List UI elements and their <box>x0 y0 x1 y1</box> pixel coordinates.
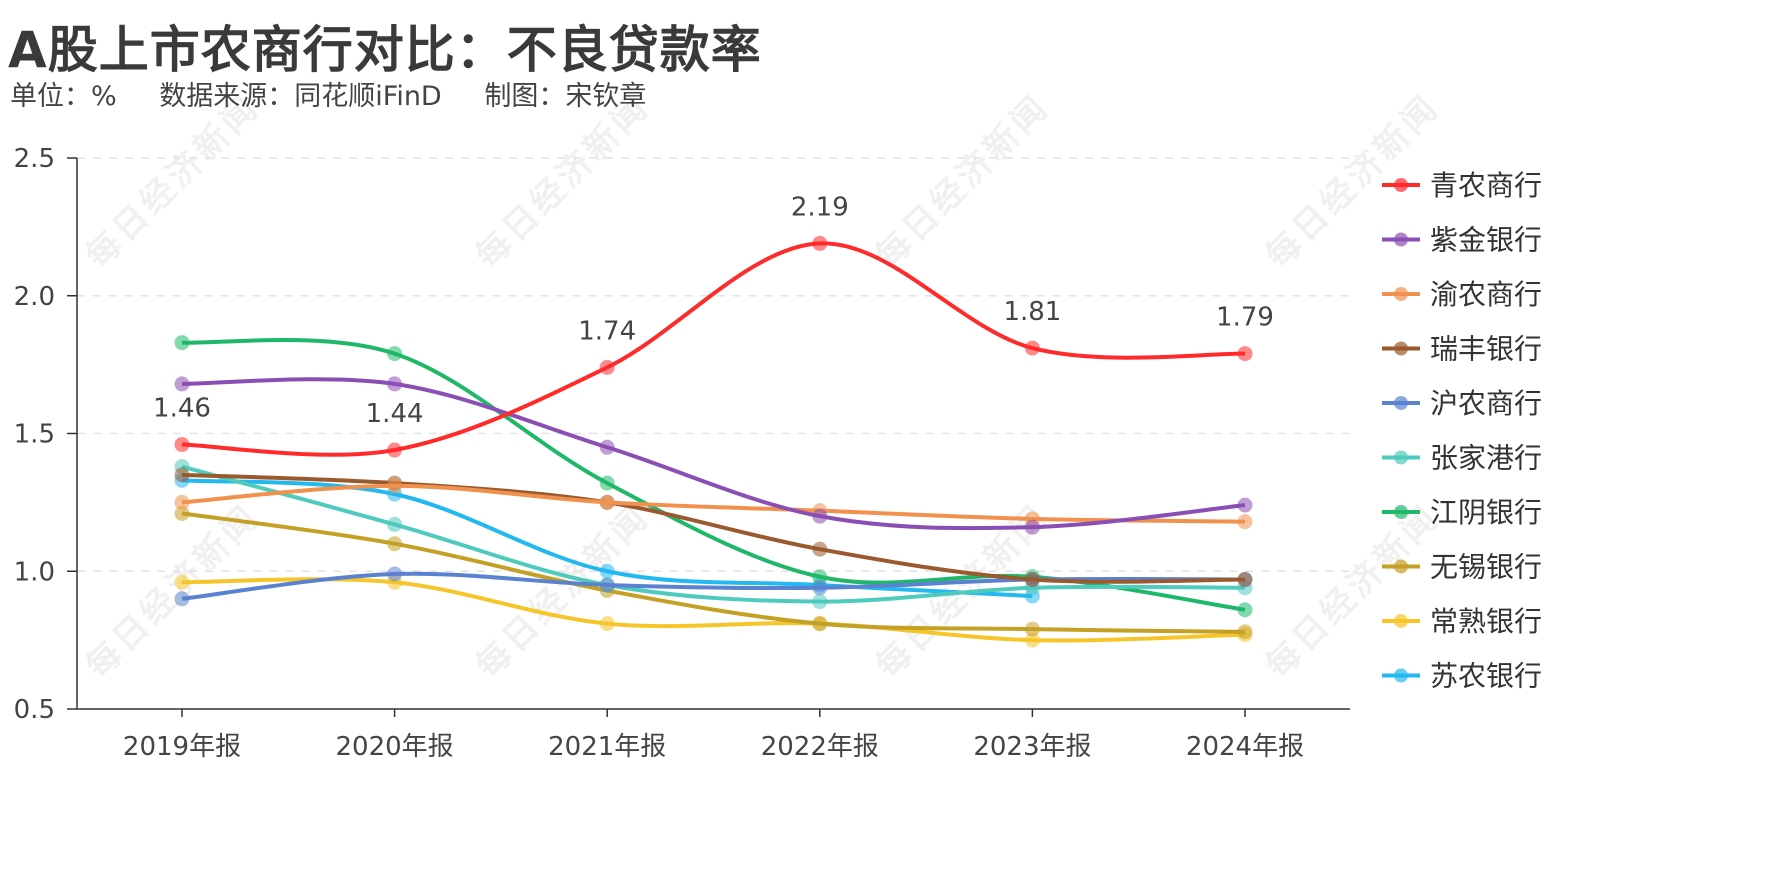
legend-label: 张家港行 <box>1430 442 1542 475</box>
data-point <box>1237 624 1253 640</box>
legend-label: 苏农银行 <box>1430 660 1542 693</box>
data-point <box>1024 340 1040 356</box>
data-point <box>812 580 828 596</box>
data-point <box>812 569 828 585</box>
legend-label: 渝农商行 <box>1430 278 1542 311</box>
legend-label: 江阴银行 <box>1430 496 1542 529</box>
legend-label: 青农商行 <box>1430 169 1542 202</box>
watermark: 每日经济新闻 <box>468 87 658 277</box>
x-tick-label: 2022年报 <box>761 732 879 762</box>
data-point <box>174 335 190 351</box>
data-point <box>599 359 615 375</box>
series-line-2 <box>181 377 1246 531</box>
author-label: 制图：宋钦章 <box>484 81 647 112</box>
data-point <box>174 591 190 607</box>
data-point <box>812 508 828 524</box>
data-label: 1.79 <box>1216 303 1274 333</box>
legend-marker <box>1394 614 1408 628</box>
legend-marker <box>1394 396 1408 410</box>
data-label: 1.46 <box>153 394 211 424</box>
data-point <box>812 594 828 610</box>
legend-label: 瑞丰银行 <box>1430 333 1542 366</box>
unit-label: 单位：% <box>10 81 117 112</box>
legend-marker <box>1394 559 1408 574</box>
data-point <box>599 563 615 579</box>
data-point <box>1237 497 1253 513</box>
data-point <box>599 494 615 510</box>
y-tick-label: 0.5 <box>14 695 55 725</box>
data-point <box>174 437 190 453</box>
data-point <box>387 478 403 494</box>
legend-marker <box>1394 341 1408 356</box>
legend-marker <box>1394 178 1408 192</box>
watermark: 每日经济新闻 <box>78 87 268 277</box>
data-point <box>1237 602 1253 618</box>
data-point <box>1024 621 1040 637</box>
data-point <box>387 516 403 532</box>
series-line-1 <box>181 241 1246 457</box>
data-point <box>174 467 190 483</box>
x-tick-label: 2023年报 <box>973 732 1091 762</box>
y-tick-label: 1.5 <box>14 420 55 450</box>
watermark: 每日经济新闻 <box>468 497 658 687</box>
data-point <box>387 536 403 552</box>
legend-marker <box>1394 505 1408 519</box>
data-point <box>599 439 615 455</box>
watermark: 每日经济新闻 <box>868 87 1058 277</box>
series-line-3 <box>181 483 1246 524</box>
data-point <box>1237 514 1253 530</box>
data-point <box>599 616 615 632</box>
data-point <box>812 616 828 632</box>
source-label: 数据来源：同花顺iFinD <box>159 81 442 112</box>
x-tick-label: 2020年报 <box>336 732 454 762</box>
data-point <box>174 574 190 590</box>
y-tick-label: 2.0 <box>14 282 55 312</box>
legend-label: 常熟银行 <box>1430 605 1542 638</box>
legend-marker <box>1394 668 1408 683</box>
x-tick-label: 2021年报 <box>548 732 666 762</box>
data-label: 2.19 <box>791 192 849 222</box>
data-point <box>1237 346 1253 362</box>
data-point <box>599 577 615 593</box>
series-line-6 <box>181 464 1246 604</box>
data-label: 1.74 <box>578 316 636 346</box>
series-line-8 <box>181 511 1246 634</box>
legend-label: 无锡银行 <box>1430 551 1542 584</box>
data-label: 1.44 <box>366 399 424 429</box>
data-point <box>387 346 403 362</box>
x-tick-label: 2019年报 <box>123 732 241 762</box>
data-point <box>812 235 828 251</box>
data-label: 1.81 <box>1003 297 1061 327</box>
chart-title: A股上市农商行对比：不良贷款率 <box>8 21 762 79</box>
data-point <box>1024 519 1040 535</box>
data-point <box>1024 572 1040 588</box>
legend-label: 紫金银行 <box>1430 224 1542 257</box>
chart-subtitle: 单位：% 数据来源：同花顺iFinD 制图：宋钦章 <box>10 74 680 113</box>
data-point <box>174 376 190 392</box>
legend-marker <box>1394 232 1408 247</box>
y-tick-label: 2.5 <box>14 144 55 174</box>
watermark: 每日经济新闻 <box>1258 87 1448 277</box>
y-tick-label: 1.0 <box>14 557 55 587</box>
data-point <box>1024 632 1040 648</box>
watermark: 每日经济新闻 <box>1258 497 1448 687</box>
data-point <box>812 541 828 557</box>
data-point <box>1237 572 1253 588</box>
x-tick-label: 2024年报 <box>1186 732 1304 762</box>
data-point <box>387 376 403 392</box>
legend-label: 沪农商行 <box>1430 387 1542 420</box>
legend-marker <box>1394 450 1408 465</box>
data-point <box>387 566 403 582</box>
series-line-4 <box>181 472 1246 584</box>
data-point <box>174 494 190 510</box>
data-point <box>599 475 615 491</box>
legend-marker <box>1394 287 1408 301</box>
data-point <box>387 442 403 458</box>
series-line-9 <box>181 577 1246 643</box>
data-point <box>174 505 190 521</box>
